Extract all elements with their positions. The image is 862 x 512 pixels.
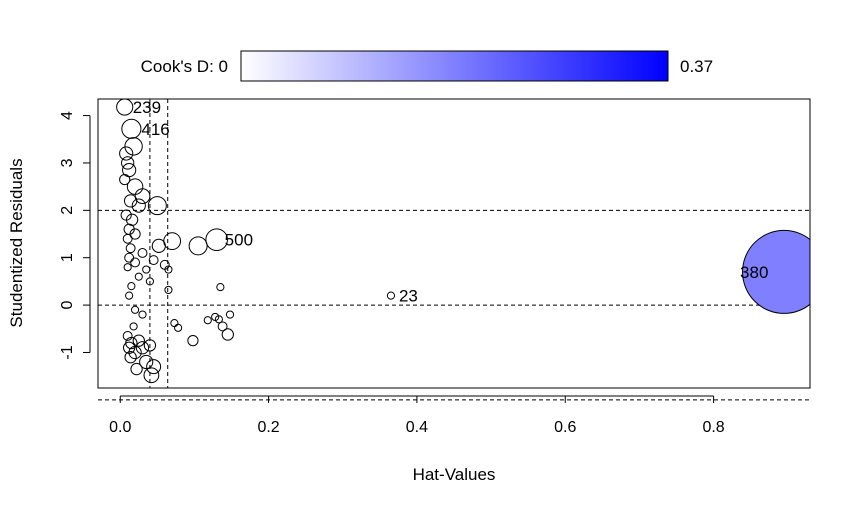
data-point	[121, 118, 142, 139]
data-point	[123, 263, 132, 272]
data-point	[116, 99, 134, 116]
data-point	[137, 248, 148, 258]
data-point	[174, 323, 183, 332]
data-point	[163, 232, 182, 251]
data-point	[135, 341, 150, 355]
x-tick-label: 0.4	[406, 419, 428, 436]
point-label-239: 239	[133, 98, 161, 117]
data-point	[217, 321, 228, 332]
x-tick-label: 0.6	[554, 419, 576, 436]
data-point	[121, 156, 135, 170]
y-tick-label: 2	[59, 206, 76, 215]
data-point	[122, 233, 133, 244]
data-point	[131, 198, 146, 213]
data-point	[125, 291, 134, 300]
data-point	[164, 265, 173, 274]
data-point	[120, 209, 132, 221]
point-label-416: 416	[141, 120, 169, 139]
legend-label-high: 0.37	[680, 57, 713, 76]
data-point	[188, 236, 208, 256]
y-tick-label: 1	[59, 253, 76, 262]
data-point	[119, 146, 134, 161]
data-point	[146, 359, 162, 375]
point-labels: 239 416 500 23 380	[133, 98, 769, 306]
data-point	[187, 335, 199, 347]
y-tick-label: 4	[59, 111, 76, 120]
data-point	[124, 137, 143, 156]
data-points	[116, 99, 810, 384]
data-point	[221, 328, 234, 341]
legend-label-low: Cook's D: 0	[141, 57, 228, 76]
data-point	[139, 354, 154, 370]
data-point	[123, 194, 138, 208]
y-axis: -1 0 1 2 3 4	[59, 111, 91, 360]
data-point	[203, 316, 212, 325]
data-point	[143, 367, 160, 384]
y-tick-label: 0	[59, 301, 76, 310]
data-point	[214, 315, 223, 324]
plot-frame	[97, 98, 811, 389]
x-tick-label: 0.2	[257, 419, 279, 436]
data-point	[134, 272, 143, 281]
data-point	[386, 291, 396, 300]
data-point	[205, 228, 228, 252]
x-tick-label: 0.8	[702, 419, 724, 436]
reference-lines	[98, 99, 810, 401]
x-axis: 0.0 0.2 0.4 0.6 0.8	[109, 395, 725, 436]
point-label-23: 23	[399, 287, 418, 306]
data-point	[130, 362, 143, 376]
data-point	[124, 351, 137, 364]
data-point	[131, 305, 140, 314]
data-point	[122, 330, 133, 341]
data-point	[170, 319, 179, 328]
data-point	[124, 252, 135, 263]
data-point	[225, 310, 235, 319]
data-point	[148, 255, 159, 266]
data-point	[164, 285, 173, 295]
data-point	[147, 196, 167, 216]
data-point	[138, 310, 147, 319]
data-point	[127, 282, 136, 291]
data-point	[742, 229, 810, 314]
data-point	[125, 243, 136, 254]
data-point	[134, 188, 151, 205]
x-tick-label: 0.0	[109, 419, 131, 436]
data-point	[142, 265, 151, 274]
x-axis-title: Hat-Values	[413, 465, 496, 484]
data-point	[129, 322, 138, 331]
data-point	[132, 334, 145, 347]
y-tick-label: 3	[59, 158, 76, 167]
data-point	[216, 283, 225, 292]
data-point	[122, 341, 136, 354]
data-point	[119, 173, 131, 186]
y-axis-title: Studentized Residuals	[7, 158, 26, 327]
y-tick-label: -1	[59, 345, 76, 359]
data-point	[145, 277, 154, 286]
data-point	[151, 238, 166, 253]
cooks-d-legend: Cook's D: 0 0.37	[141, 50, 713, 82]
data-point	[130, 257, 141, 268]
point-label-500: 500	[225, 231, 253, 250]
data-point	[143, 339, 157, 352]
point-label-380: 380	[740, 263, 768, 282]
legend-gradient-bar	[240, 50, 669, 82]
data-point	[129, 228, 141, 240]
